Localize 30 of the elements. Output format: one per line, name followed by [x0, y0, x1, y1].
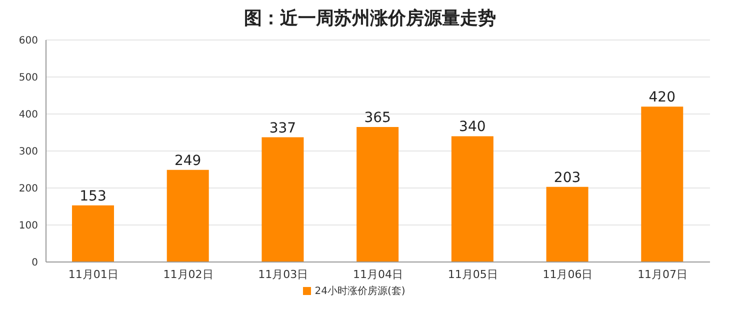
x-tick-label: 11月03日: [258, 268, 308, 281]
y-tick-label: 600: [18, 36, 38, 47]
bar: [356, 126, 399, 262]
bar: [72, 205, 114, 262]
y-tick-label: 100: [18, 220, 38, 232]
bar: [546, 186, 588, 262]
legend-label: 24小时涨价房源(套): [314, 286, 406, 297]
data-label: 203: [554, 170, 581, 186]
x-tick-label: 11月04日: [353, 268, 403, 281]
x-tick-label: 11月05日: [448, 268, 498, 281]
y-tick-label: 400: [18, 110, 38, 121]
y-tick-label: 300: [18, 146, 38, 158]
x-tick-label: 11月01日: [68, 268, 118, 281]
data-label: 365: [364, 110, 391, 126]
x-tick-label: 11月02日: [163, 268, 214, 281]
bar: [641, 106, 684, 262]
y-tick-label: 500: [18, 72, 38, 84]
y-tick-label: 200: [18, 184, 38, 195]
data-label: 249: [174, 152, 202, 169]
data-label: 153: [80, 188, 106, 204]
data-label: 420: [648, 90, 676, 106]
chart-title: 图：近一周苏州涨价房源量走势: [243, 8, 497, 31]
x-tick-label: 11月06日: [542, 268, 593, 281]
x-tick-label: 11月07日: [638, 268, 688, 281]
data-label: 340: [459, 119, 486, 136]
bar: [451, 136, 494, 262]
bar: [166, 170, 209, 262]
bar: [262, 137, 304, 262]
data-label: 337: [269, 120, 296, 136]
y-tick-label: 0: [32, 258, 38, 269]
